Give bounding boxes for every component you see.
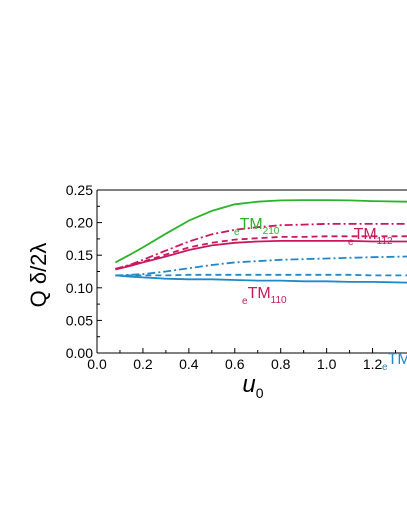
- x-tick-label: 1.0: [317, 356, 337, 372]
- axis-ticks: 0.00 0.05 0.10 0.15 0.20 0.25 0.0 0.2 0.4 0.6 0.8 1…: [66, 182, 397, 372]
- mode-label-main: TM: [240, 216, 263, 233]
- mode-label-sub: 112: [377, 236, 393, 247]
- series-line-4: [115, 239, 407, 271]
- y-tick-label: 0.25: [66, 182, 93, 198]
- x-axis-title-main: u: [242, 371, 255, 398]
- plot-area: 0.00 0.05 0.10 0.15 0.20 0.25 0.0 0.2 0.4 0.6 0.8 1…: [66, 182, 407, 373]
- series-layer: [114, 199, 407, 284]
- x-tick-label: 0.4: [179, 356, 199, 372]
- series-line-7: [115, 274, 407, 284]
- x-tick-label: 0.0: [87, 356, 107, 372]
- mode-label-1: eTM210: [234, 216, 280, 238]
- x-tick-label: 0.8: [271, 356, 291, 372]
- y-axis-title: Q δ/2λ: [26, 243, 51, 308]
- y-tick-label: 0.10: [66, 280, 93, 296]
- y-tick-label: 0.00: [66, 345, 93, 361]
- series-line-5: [115, 255, 407, 277]
- mode-label-sub: 210: [263, 226, 280, 237]
- x-tick-label: 0.2: [133, 356, 153, 372]
- mode-label-prefix: e: [382, 362, 388, 373]
- y-tick-label: 0.15: [66, 247, 93, 263]
- mode-label-sub: 110: [271, 295, 287, 306]
- mode-label-2: eTM112: [348, 226, 393, 248]
- x-tick-label: 1.2: [363, 356, 383, 372]
- series-line-6: [115, 273, 407, 277]
- series-line-2: [115, 222, 407, 270]
- x-tick-label: 0.6: [225, 356, 245, 372]
- mode-label-prefix: e: [234, 227, 240, 238]
- series-line-1: [114, 199, 407, 264]
- mode-label-3: eTM110: [242, 285, 287, 307]
- y-tick-label: 0.20: [66, 215, 93, 231]
- x-axis-title-sub: 0: [256, 385, 264, 401]
- mode-label-4: eTM: [382, 351, 407, 373]
- y-tick-label: 0.05: [66, 312, 93, 328]
- mode-label-main: TM: [248, 285, 271, 302]
- mode-label-main: TM: [354, 226, 377, 243]
- mode-label-prefix: e: [348, 237, 354, 248]
- mode-label-main: TM: [388, 351, 407, 368]
- x-axis-title: u0: [242, 371, 263, 401]
- mode-label-prefix: e: [242, 296, 248, 307]
